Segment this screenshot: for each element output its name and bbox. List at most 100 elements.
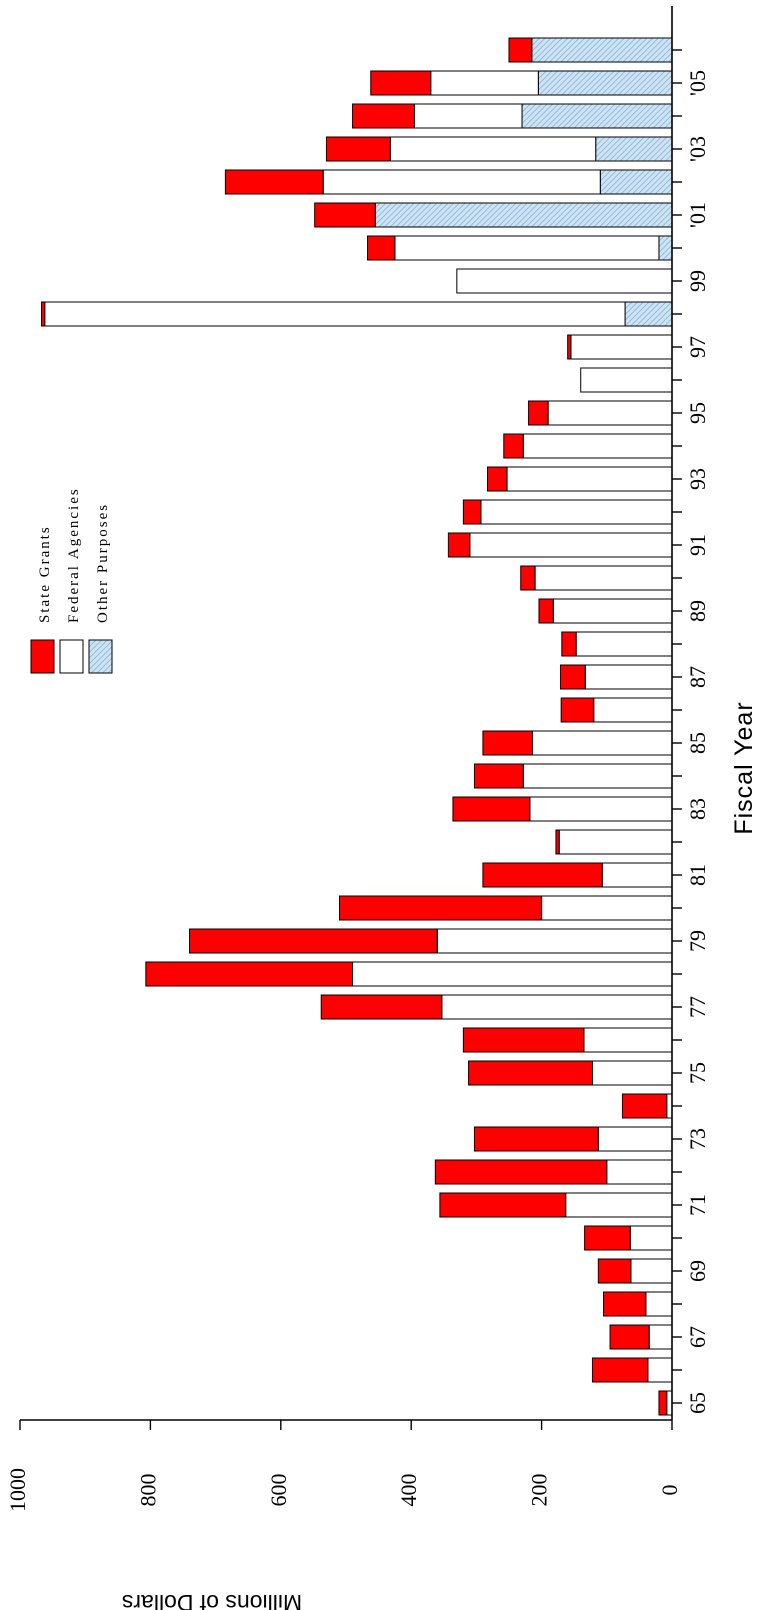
bar-segment-federal-agencies-93 xyxy=(506,466,673,492)
bar-segment-state-grants-90 xyxy=(520,565,536,591)
legend-swatch-state-grants xyxy=(30,639,55,674)
value-ticks: 0 200 400 600 800 1000 xyxy=(5,1420,682,1512)
value-tick-label: 400 xyxy=(396,1474,421,1507)
bar-segment-federal-agencies-82 xyxy=(558,829,673,855)
legend-label-federal-agencies: Federal Agencies xyxy=(66,487,82,623)
bar-segment-federal-agencies-76 xyxy=(583,1027,673,1053)
bar-segment-state-grants-74 xyxy=(621,1093,668,1119)
bar-segment-state-grants-82 xyxy=(555,829,560,855)
bar-segment-federal-agencies-81 xyxy=(601,862,673,888)
bar-segment-federal-agencies-88 xyxy=(575,631,673,657)
bar-segment-state-grants-71 xyxy=(439,1192,567,1218)
bar-segment-state-grants-06 xyxy=(508,37,533,63)
bar-segment-state-grants-85 xyxy=(482,730,533,756)
value-tick-label: 600 xyxy=(266,1474,291,1507)
bar-segment-federal-agencies-75 xyxy=(591,1060,673,1086)
bar-segment-other-purposes-00 xyxy=(658,235,673,261)
bar-segment-state-grants-72 xyxy=(434,1159,608,1185)
bar-segment-state-grants-89 xyxy=(538,598,554,624)
bar-segment-federal-agencies-86 xyxy=(593,697,673,723)
legend: State Grants Federal Agencies Other Purp… xyxy=(30,487,113,674)
bar-segment-federal-agencies-87 xyxy=(584,664,673,690)
category-tick-label: 95 xyxy=(685,402,710,424)
bar-segment-federal-agencies-80 xyxy=(541,895,673,921)
bar-segment-other-purposes-03 xyxy=(595,136,673,162)
category-tick-label: '05 xyxy=(685,70,710,96)
bar-segment-federal-agencies-94 xyxy=(522,433,673,459)
bar-segment-other-purposes-01 xyxy=(374,202,673,228)
category-tick-label: 75 xyxy=(685,1062,710,1084)
category-tick-label: 65 xyxy=(685,1392,710,1414)
bar-segment-federal-agencies-95 xyxy=(547,400,673,426)
category-tick-label: '03 xyxy=(685,136,710,162)
bar-segment-state-grants-94 xyxy=(503,433,524,459)
bar-segment-federal-agencies-70 xyxy=(629,1225,673,1251)
category-tick-label: 69 xyxy=(685,1260,710,1282)
category-tick-label: 87 xyxy=(685,666,710,688)
bar-segment-state-grants-79 xyxy=(189,928,438,954)
bar-segment-state-grants-01 xyxy=(314,202,376,228)
category-tick-label: 97 xyxy=(685,336,710,358)
bar-segment-federal-agencies-96 xyxy=(580,367,673,393)
bar-segment-state-grants-73 xyxy=(473,1126,599,1152)
bar-segment-state-grants-02 xyxy=(224,169,324,195)
bar-segment-state-grants-80 xyxy=(338,895,543,921)
bar-segment-state-grants-65 xyxy=(658,1390,668,1416)
bar-segment-other-purposes-02 xyxy=(599,169,673,195)
bar-segment-federal-agencies-90 xyxy=(534,565,673,591)
bar-segment-federal-agencies-79 xyxy=(436,928,673,954)
category-tick-label: 67 xyxy=(685,1326,710,1348)
x-axis-label: Fiscal Year xyxy=(730,701,758,834)
category-tick-label: 83 xyxy=(685,798,710,820)
bar-segment-federal-agencies-73 xyxy=(597,1126,673,1152)
bar-segment-federal-agencies-67 xyxy=(648,1324,673,1350)
bar-segment-federal-agencies-78 xyxy=(352,961,673,987)
bar-segment-federal-agencies-83 xyxy=(529,796,673,822)
bar-segment-federal-agencies-02 xyxy=(322,169,601,195)
legend-label-other-purposes: Other Purposes xyxy=(95,503,111,623)
bar-segment-other-purposes-98 xyxy=(624,301,673,327)
bar-segment-state-grants-75 xyxy=(468,1060,593,1086)
y-axis-label: Millions of Dollars xyxy=(122,1590,302,1610)
bar-segment-federal-agencies-77 xyxy=(441,994,673,1020)
bar-segment-federal-agencies-92 xyxy=(480,499,673,525)
bar-segment-federal-agencies-68 xyxy=(645,1291,673,1317)
bar-segment-federal-agencies-71 xyxy=(565,1192,673,1218)
bar-segment-federal-agencies-97 xyxy=(570,334,673,360)
bar-segment-state-grants-77 xyxy=(320,994,443,1020)
bar-segment-state-grants-04 xyxy=(352,103,415,129)
bar-segment-state-grants-93 xyxy=(486,466,508,492)
value-tick-label: 200 xyxy=(527,1474,552,1507)
bar-segment-state-grants-76 xyxy=(462,1027,585,1053)
bar-segment-state-grants-68 xyxy=(603,1291,647,1317)
category-tick-label: 91 xyxy=(685,534,710,556)
category-tick-label: 79 xyxy=(685,930,710,952)
bar-segment-federal-agencies-89 xyxy=(552,598,673,624)
bar-segment-other-purposes-06 xyxy=(531,37,673,63)
bar-segment-other-purposes-04 xyxy=(521,103,673,129)
bar-segment-federal-agencies-99 xyxy=(456,268,673,294)
category-tick-label: 81 xyxy=(685,864,710,886)
bar-segment-federal-agencies-69 xyxy=(630,1258,673,1284)
bars xyxy=(41,37,673,1416)
category-tick-label: 77 xyxy=(685,996,710,1018)
bar-segment-federal-agencies-72 xyxy=(606,1159,673,1185)
bar-segment-state-grants-78 xyxy=(145,961,354,987)
bar-segment-state-grants-69 xyxy=(597,1258,632,1284)
bar-segment-federal-agencies-85 xyxy=(531,730,673,756)
value-tick-label: 0 xyxy=(657,1485,682,1496)
bar-segment-state-grants-83 xyxy=(452,796,531,822)
bar-segment-federal-agencies-00 xyxy=(394,235,660,261)
bar-segment-state-grants-84 xyxy=(473,763,524,789)
legend-label-state-grants: State Grants xyxy=(37,525,53,623)
bar-segment-state-grants-05 xyxy=(370,70,432,96)
bar-segment-federal-agencies-05 xyxy=(430,70,539,96)
value-tick-label: 1000 xyxy=(5,1468,30,1512)
category-tick-label: 93 xyxy=(685,468,710,490)
bar-segment-federal-agencies-98 xyxy=(44,301,626,327)
bar-segment-state-grants-70 xyxy=(584,1225,631,1251)
bar-segment-federal-agencies-84 xyxy=(522,763,673,789)
bar-segment-state-grants-66 xyxy=(591,1357,649,1383)
bar-segment-other-purposes-05 xyxy=(537,70,673,96)
